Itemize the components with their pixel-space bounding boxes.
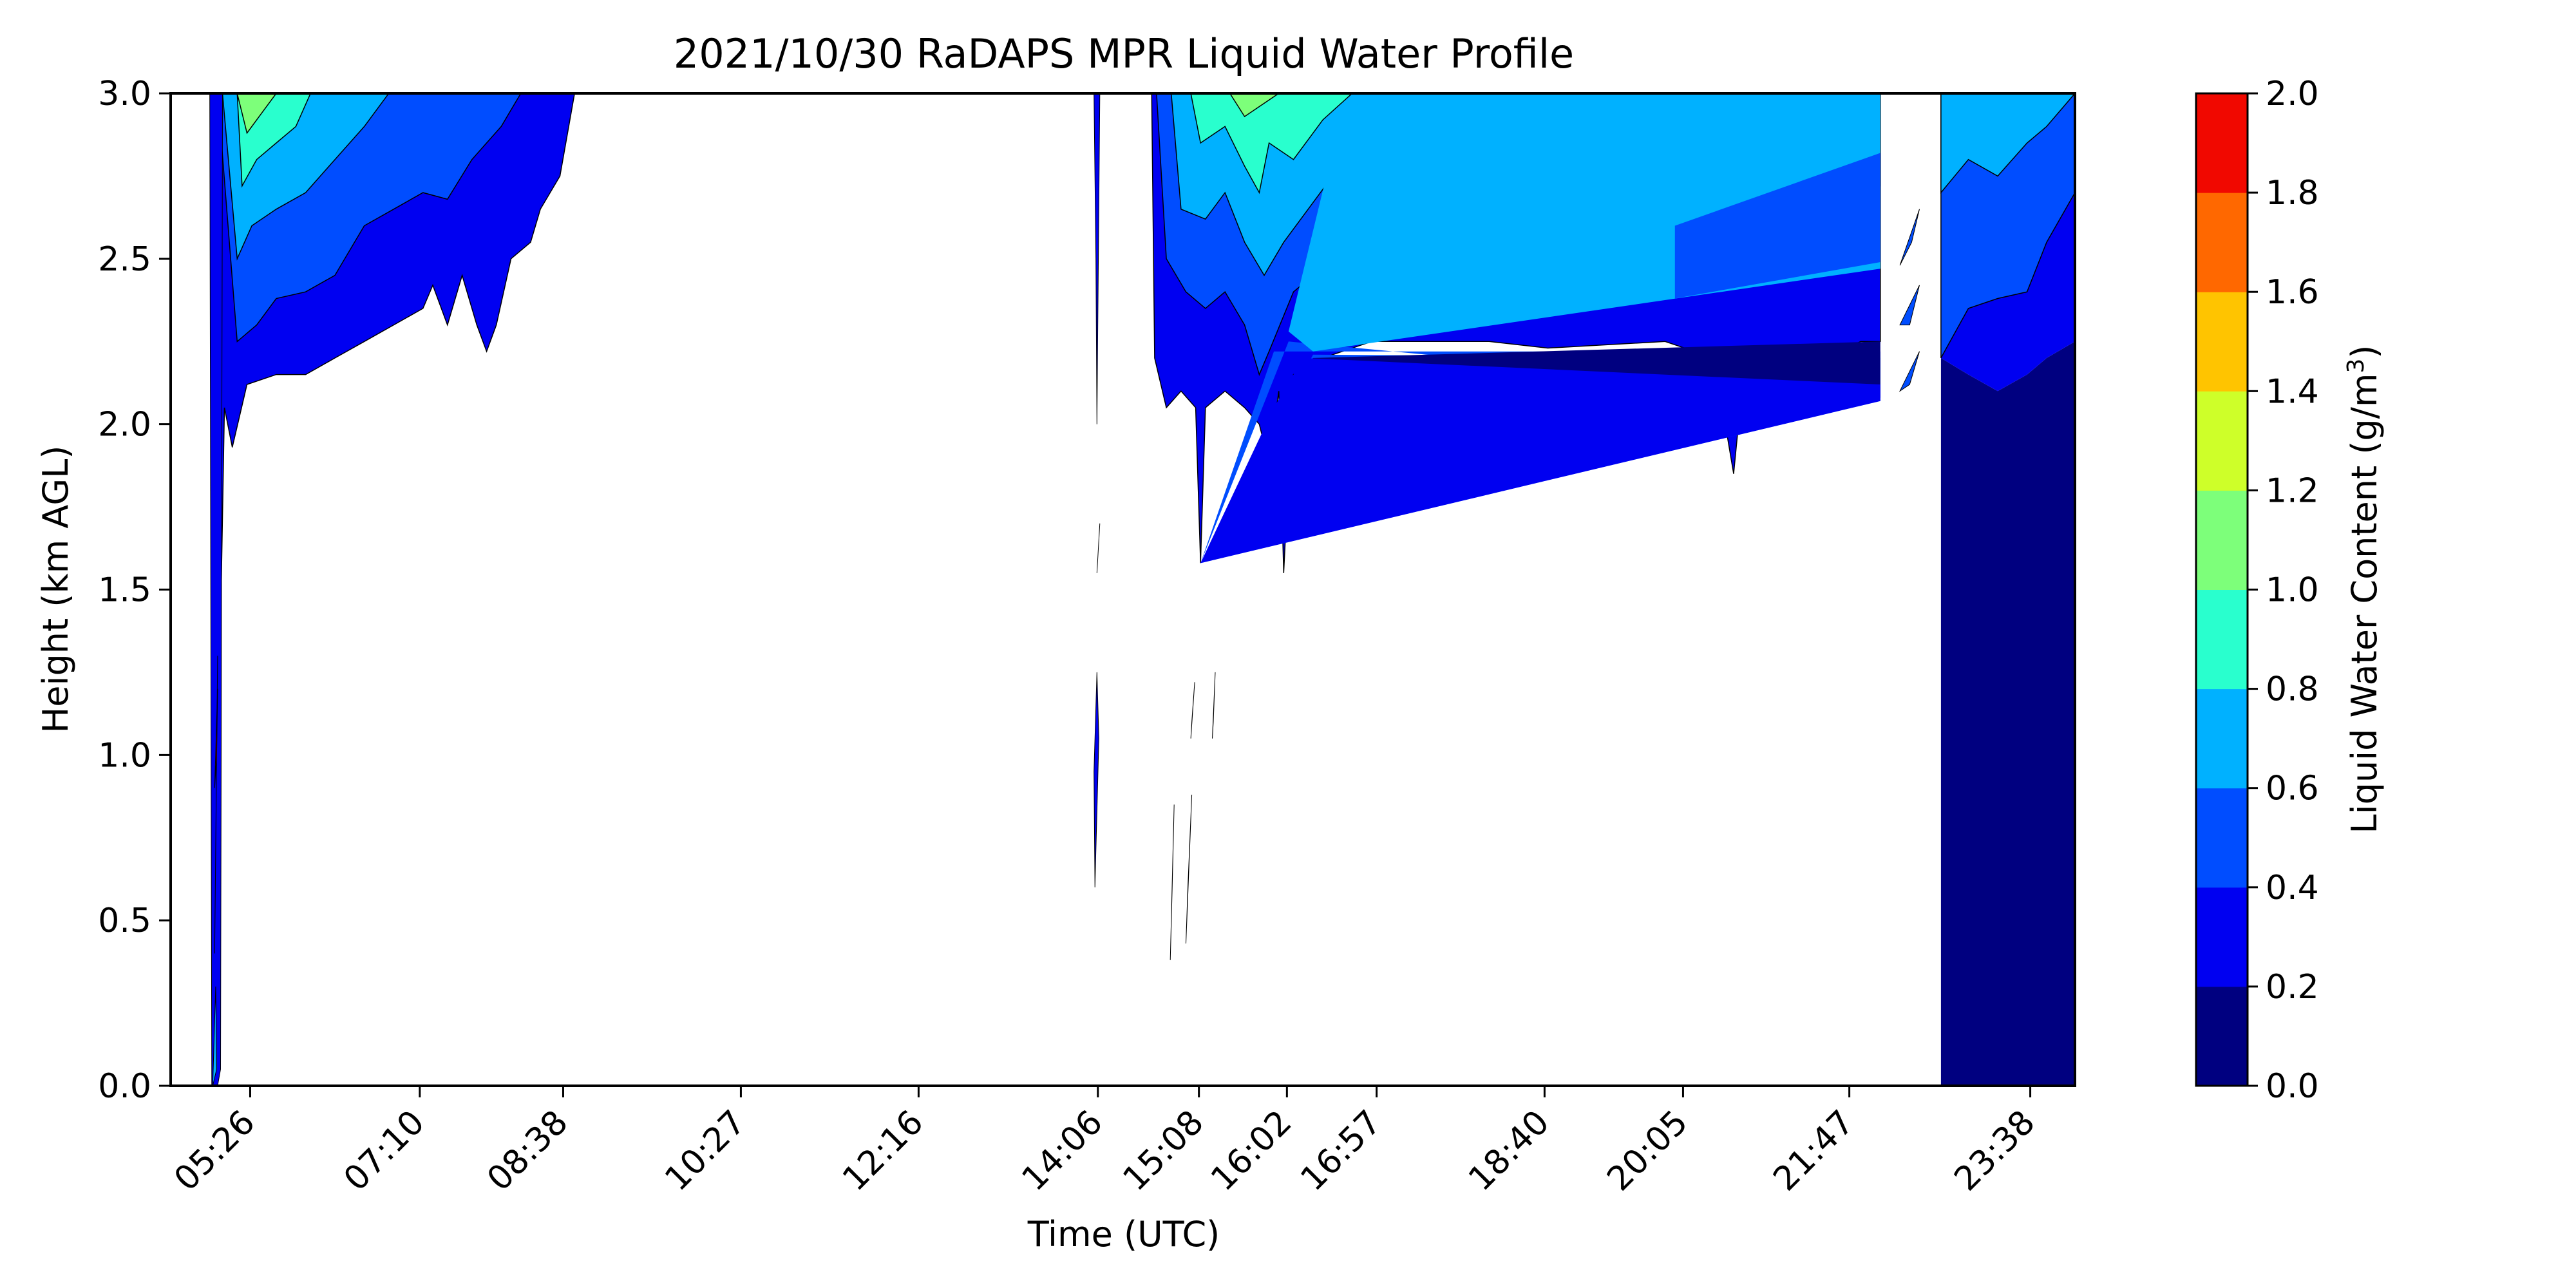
colorbar-label-main: Liquid Water Content (g/m <box>2344 374 2385 834</box>
x-tick-label-11: 21:47 <box>1766 1103 1861 1198</box>
strip-5 <box>1190 682 1195 739</box>
colorbar-label-sup: 3 <box>2343 359 2369 374</box>
colorbar-tick-label-9: 1.8 <box>2266 174 2319 213</box>
x-tick-label-5: 14:06 <box>1015 1103 1110 1198</box>
y-tick-label-1: 0.5 <box>98 902 151 940</box>
x-tick-label-8: 16:57 <box>1293 1103 1388 1198</box>
colorbar: 0.0 0.2 0.4 0.6 0.8 1.0 1.2 1.4 1.6 1.8 2.0 <box>2195 75 2319 1106</box>
patch-low <box>1200 357 1880 564</box>
x-tick-label-10: 20:05 <box>1600 1103 1695 1198</box>
colorbar-swatch-0 <box>2196 986 2248 1086</box>
strip-6 <box>1212 672 1216 739</box>
x-tick-label-4: 12:16 <box>835 1103 931 1198</box>
colorbar-tick-label-0: 0.0 <box>2266 1067 2319 1106</box>
strip-10 <box>212 986 217 1086</box>
y-tick-label-6: 3.0 <box>98 75 151 113</box>
colorbar-tick-label-7: 1.4 <box>2266 372 2319 411</box>
contour-early-cloud-0 <box>212 93 576 1070</box>
colorbar-swatch-8 <box>2196 193 2248 292</box>
x-tick-label-0: 05:26 <box>167 1103 262 1198</box>
strip-9 <box>214 688 218 788</box>
x-tick-label-9: 18:40 <box>1461 1103 1557 1198</box>
x-tick-label-2: 08:38 <box>480 1103 575 1198</box>
strip-11 <box>1899 285 1920 326</box>
strip-13 <box>1899 351 1920 392</box>
strip-2 <box>1094 93 1101 424</box>
colorbar-label: Liquid Water Content (g/m3) <box>2343 345 2385 834</box>
colorbar-tick-label-6: 1.2 <box>2266 471 2319 510</box>
colorbar-tick-label-2: 0.4 <box>2266 869 2319 907</box>
x-axis: 05:26 07:10 08:38 10:27 12:16 14:06 15:0816:02… <box>167 1086 2043 1198</box>
plot-area <box>209 93 2076 1086</box>
x-tick-label-1: 07:10 <box>337 1103 432 1198</box>
patch-2 <box>1674 153 1880 299</box>
colorbar-tick-label-8: 1.6 <box>2266 273 2319 312</box>
x-tick-label-3: 10:27 <box>658 1103 753 1198</box>
colorbar-swatch-2 <box>2196 788 2248 888</box>
colorbar-swatch-6 <box>2196 391 2248 491</box>
x-tick-label-12: 23:38 <box>1947 1103 2042 1198</box>
y-axis-label: Height (km AGL) <box>35 446 76 734</box>
strip-7 <box>209 93 223 1086</box>
colorbar-swatch-5 <box>2196 490 2248 590</box>
colorbar-swatch-3 <box>2196 688 2248 789</box>
strip-1 <box>1096 523 1101 573</box>
x-axis-label: Time (UTC) <box>1027 1214 1220 1255</box>
x-tick-label-7: 16:02 <box>1204 1103 1299 1198</box>
y-axis: 0.0 0.5 1.0 1.5 2.0 2.5 3.0 <box>98 75 171 1106</box>
y-tick-label-0: 0.0 <box>98 1067 151 1106</box>
x-tick-label-6: 15:08 <box>1115 1103 1211 1198</box>
colorbar-label-close: ) <box>2344 345 2385 359</box>
colorbar-tick-label-1: 0.2 <box>2266 968 2319 1007</box>
y-tick-label-5: 2.5 <box>98 240 151 279</box>
strip-12 <box>1899 209 1920 266</box>
strip-0 <box>1094 672 1099 887</box>
block-layer-base <box>1940 341 2075 1086</box>
colorbar-swatch-1 <box>2196 887 2248 987</box>
colorbar-tick-label-5: 1.0 <box>2266 571 2319 610</box>
colorbar-swatch-7 <box>2196 292 2248 392</box>
y-tick-label-3: 1.5 <box>98 571 151 610</box>
strip-4 <box>1186 794 1193 944</box>
y-tick-label-4: 2.0 <box>98 406 151 444</box>
colorbar-swatch-9 <box>2196 93 2248 193</box>
colorbar-tick-label-3: 0.6 <box>2266 770 2319 808</box>
strip-3 <box>1170 804 1175 960</box>
y-tick-label-2: 1.0 <box>98 736 151 775</box>
chart-title: 2021/10/30 RaDAPS MPR Liquid Water Profi… <box>674 30 1574 77</box>
colorbar-tick-label-10: 2.0 <box>2266 75 2319 113</box>
contour-afternoon-cloud-3 <box>1190 93 1354 194</box>
colorbar-tick-label-4: 0.8 <box>2266 670 2319 709</box>
region-early-cloud <box>212 93 576 1070</box>
colorbar-swatch-4 <box>2196 589 2248 690</box>
